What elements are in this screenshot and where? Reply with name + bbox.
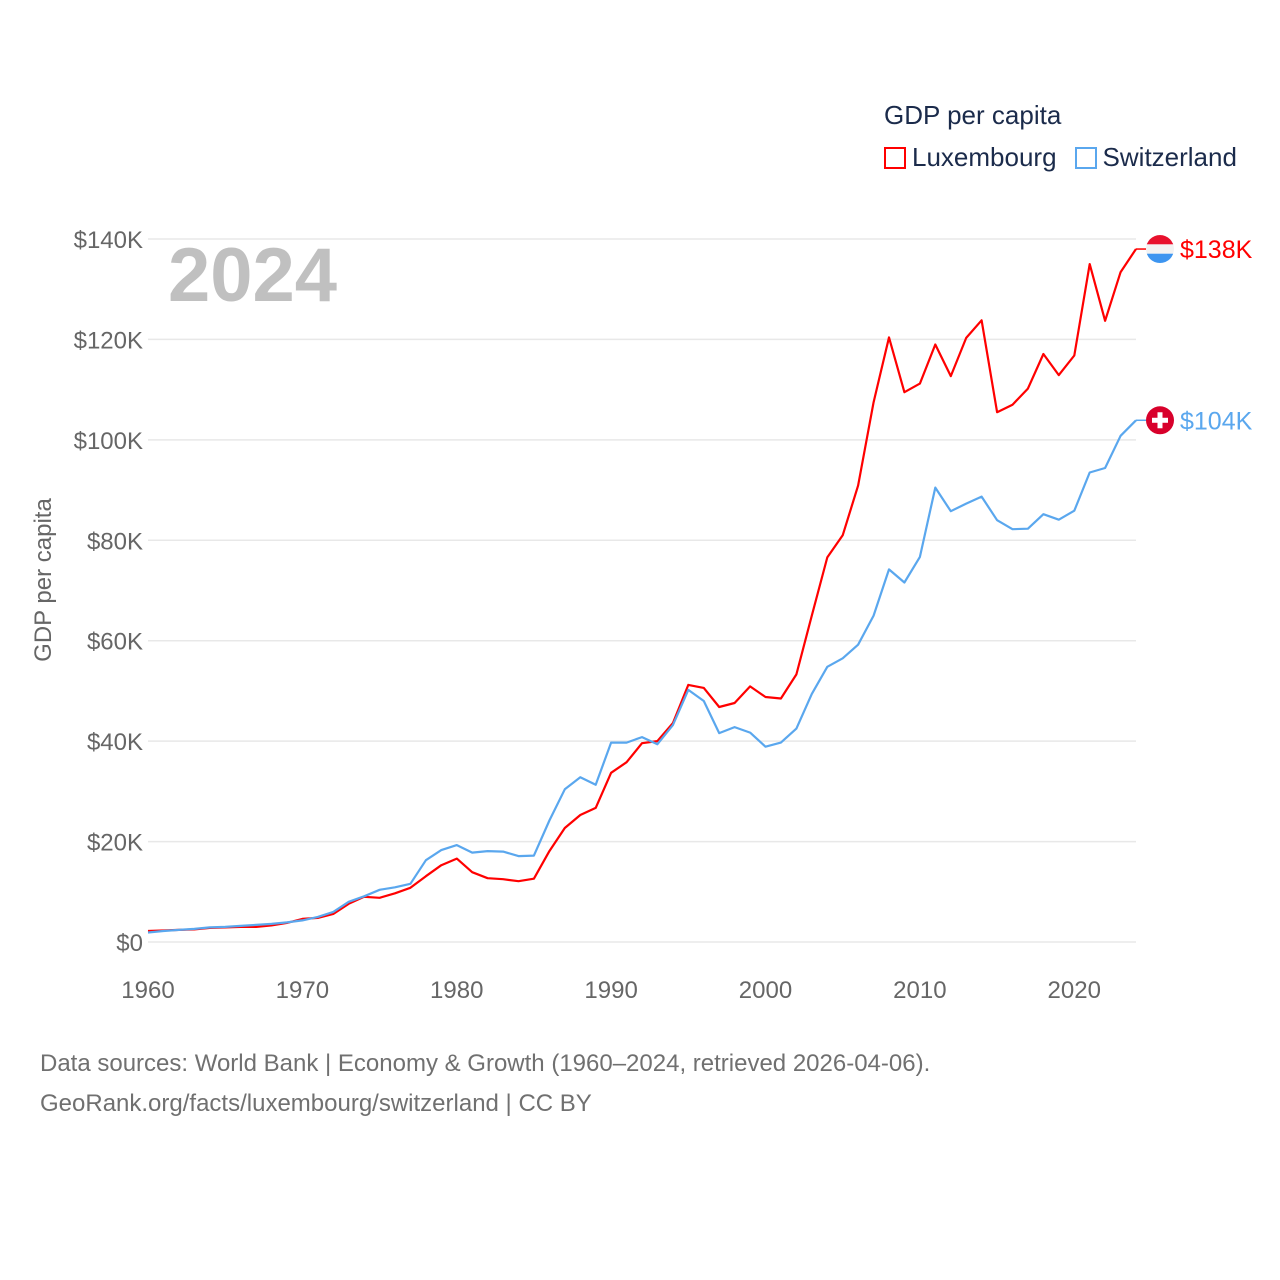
y-tick-label: $80K [87, 528, 143, 555]
year-overlay: 2024 [168, 233, 337, 318]
luxembourg-flag-icon [1146, 235, 1174, 264]
source-link[interactable]: GeoRank.org/facts/luxembourg/switzerland… [40, 1090, 592, 1117]
series-end-labels: $138K $104K [1136, 235, 1253, 435]
x-tick-label: 1980 [430, 977, 483, 1004]
legend-label: Luxembourg [912, 142, 1057, 172]
legend-label: Switzerland [1102, 142, 1237, 172]
y-axis-label: GDP per capita [30, 498, 57, 662]
series-line-luxembourg [147, 248, 1137, 933]
x-tick-label: 2000 [739, 977, 792, 1004]
data-sources: Data sources: World Bank | Economy & Gro… [40, 1050, 931, 1077]
luxembourg-swatch [884, 146, 906, 169]
legend-item-luxembourg[interactable]: Luxembourg [884, 142, 1057, 173]
end-value-label: $104K [1180, 407, 1253, 435]
x-tick-label: 1990 [584, 977, 637, 1004]
legend-title: GDP per capita [884, 100, 1062, 130]
footer: Data sources: World Bank | Economy & Gro… [40, 1044, 930, 1124]
series-lines [147, 248, 1137, 934]
x-tick-label: 1960 [121, 977, 174, 1004]
end-value-label: $138K [1180, 236, 1253, 264]
legend-item-switzerland[interactable]: Switzerland [1074, 142, 1237, 173]
series-line-switzerland [147, 419, 1137, 934]
x-tick-label: 1970 [276, 977, 329, 1004]
x-axis-ticks: 1960 1970 1980 1990 2000 2010 2020 [121, 977, 1101, 1004]
y-tick-label: $140K [74, 227, 143, 254]
gridlines [148, 238, 1136, 943]
x-tick-label: 2010 [893, 977, 946, 1004]
y-axis-ticks: $0 $20K $40K $60K $80K $100K $120K $140K [74, 227, 143, 957]
y-tick-label: $100K [74, 428, 143, 455]
y-tick-label: $20K [87, 830, 143, 857]
y-tick-label: $0 [116, 930, 143, 957]
y-tick-label: $60K [87, 629, 143, 656]
switzerland-flag-icon [1146, 406, 1174, 435]
switzerland-swatch [1074, 146, 1097, 169]
legend: Luxembourg Switzerland [884, 142, 1237, 173]
y-tick-label: $120K [74, 327, 143, 354]
x-tick-label: 2020 [1048, 977, 1101, 1004]
y-tick-label: $40K [87, 729, 143, 756]
